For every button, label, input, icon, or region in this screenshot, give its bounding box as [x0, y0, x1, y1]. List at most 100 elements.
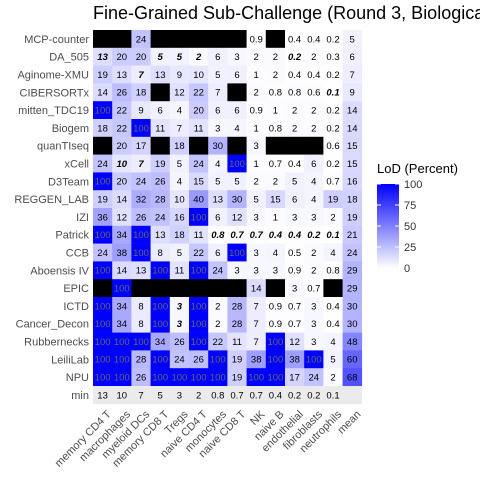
heatmap-cell [285, 279, 305, 298]
cell-label: 0.9 [269, 301, 282, 312]
cell-label: 11 [174, 266, 184, 277]
heatmap-cell [189, 279, 209, 298]
cell-label: 0.9 [250, 34, 263, 45]
heatmap-cell [93, 279, 113, 298]
heatmap-cell [304, 368, 324, 387]
cell-label: 100 [306, 355, 322, 366]
heatmap-cell [208, 350, 228, 369]
heatmap-cell [208, 225, 228, 244]
heatmap-cell [265, 83, 286, 102]
cell-label: 26 [136, 212, 147, 223]
heatmap-cell [304, 30, 324, 49]
cell-label: 6 [215, 106, 220, 117]
heatmap-cell [93, 119, 113, 138]
cell-label: 0.2 [326, 34, 339, 45]
cell-label: 3 [177, 319, 183, 330]
cell-label: 34 [117, 301, 128, 312]
row-label: CCB [66, 248, 89, 260]
heatmap-cell [93, 350, 113, 369]
cell-label: 12 [232, 212, 243, 223]
cell-label: 13 [117, 70, 128, 81]
cell-label: 15 [347, 141, 358, 152]
heatmap-cell [265, 190, 286, 209]
cell-label: 100 [95, 106, 111, 117]
cell-label: 1 [254, 123, 259, 134]
cell-label: 19 [347, 212, 358, 223]
heatmap-cell [150, 136, 171, 155]
heatmap-cell [112, 332, 132, 351]
cell-label: 22 [193, 88, 204, 99]
cell-label: 100 [210, 373, 226, 384]
chart-title: Fine-Grained Sub-Challenge (Round 3, Bio… [93, 3, 480, 23]
heatmap-cell [227, 350, 247, 369]
heatmap-cell [227, 261, 247, 280]
heatmap-cell [189, 225, 209, 244]
heatmap-cell [285, 65, 305, 84]
heatmap-cell [285, 350, 305, 369]
heatmap-cell [131, 47, 151, 66]
cell-label: 100 [191, 212, 207, 223]
cell-label: 24 [97, 159, 108, 170]
heatmap-cell [304, 101, 324, 120]
cell-label: 100 [133, 337, 149, 348]
cell-label: 1 [273, 212, 278, 223]
heatmap-cell [246, 30, 267, 49]
heatmap-cell [265, 368, 286, 387]
cell-label: 0.4 [269, 390, 282, 401]
heatmap-cell [150, 225, 171, 244]
cell-label: 100 [95, 230, 111, 241]
legend-colorbar [377, 184, 399, 268]
cell-label: 28 [155, 195, 166, 206]
cell-label: 0.2 [288, 390, 301, 401]
heatmap-cell [265, 172, 286, 191]
cell-label: 3 [292, 212, 297, 223]
cell-label: 0.2 [326, 106, 339, 117]
row-label: LeiliLab [51, 354, 89, 366]
cell-label: 17 [136, 141, 147, 152]
heatmap-cell [342, 225, 363, 244]
heatmap-cell [285, 368, 305, 387]
heatmap-cell [285, 332, 305, 351]
heatmap-cell [93, 30, 113, 49]
heatmap-cell [246, 65, 267, 84]
cell-label: 0.7 [288, 319, 301, 330]
cell-label: 5 [254, 195, 259, 206]
cell-label: 60 [347, 355, 358, 366]
heatmap-cell [208, 172, 228, 191]
cell-label: 0.4 [288, 34, 301, 45]
cell-label: 13 [97, 52, 108, 63]
heatmap-cell [227, 65, 247, 84]
heatmap-cell [342, 243, 363, 262]
cell-label: 2 [311, 266, 316, 277]
heatmap-cell [323, 279, 343, 298]
heatmap-cell [323, 332, 343, 351]
heatmap-cell [304, 243, 324, 262]
heatmap-cell [304, 83, 324, 102]
row-label: IZI [76, 212, 89, 224]
heatmap-cell [93, 297, 113, 316]
cell-label: 100 [95, 373, 111, 384]
cell-label: 0.8 [211, 230, 225, 241]
heatmap-cell [208, 297, 228, 316]
heatmap-cell [342, 297, 363, 316]
heatmap-cell [265, 225, 286, 244]
heatmap-cell [189, 30, 209, 49]
cell-label: 19 [97, 195, 108, 206]
heatmap-cell [323, 350, 343, 369]
heatmap-cell [246, 47, 267, 66]
cell-label: 100 [267, 337, 283, 348]
cell-label: 100 [191, 266, 207, 277]
cell-label: 6 [234, 70, 239, 81]
heatmap-cell [208, 83, 228, 102]
heatmap-cell [112, 279, 132, 298]
heatmap-cell [342, 279, 363, 298]
heatmap-cell [246, 386, 267, 405]
heatmap-cell [169, 261, 190, 280]
cell-label: 0.8 [288, 88, 301, 99]
cell-label: 36 [97, 212, 108, 223]
cell-label: 10 [193, 70, 204, 81]
heatmap-cell [150, 172, 171, 191]
heatmap-cell [189, 314, 209, 333]
row-label: Biogem [52, 123, 89, 135]
cell-label: 0.4 [307, 70, 320, 81]
